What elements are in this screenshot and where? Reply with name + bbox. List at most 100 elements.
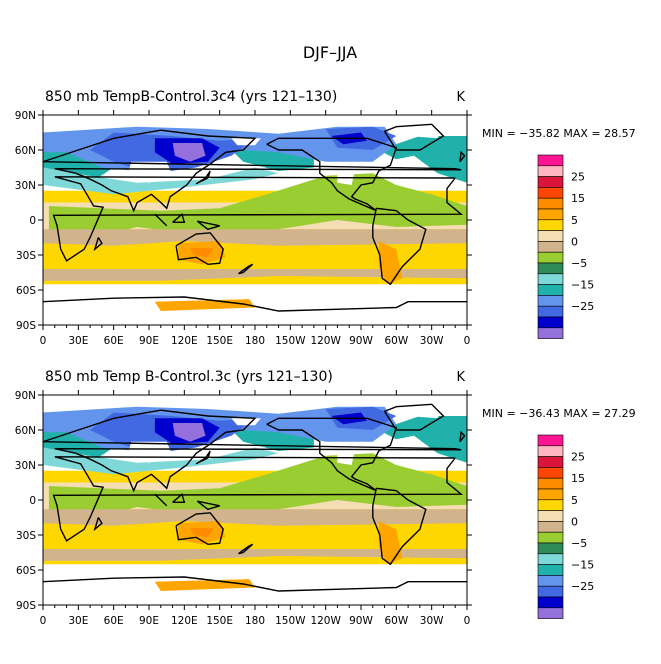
temperature-field	[43, 395, 467, 605]
colorbar-cell	[537, 585, 564, 598]
field-region-tan	[43, 509, 467, 526]
colorbar-label: 0	[571, 515, 578, 528]
colorbar-label: −25	[571, 300, 594, 313]
coastlines	[43, 403, 467, 592]
colorbar-cell	[537, 531, 564, 544]
x-tick-label: 150E	[206, 615, 233, 627]
x-tick-label: 90E	[139, 335, 159, 347]
colorbar-label: 15	[571, 192, 585, 205]
coastline	[372, 487, 427, 566]
field-region-cyan	[43, 447, 279, 475]
field-region-tan	[43, 229, 467, 246]
coastline	[195, 170, 211, 185]
min-max-label: MIN = −36.43 MAX = 27.29	[482, 407, 636, 420]
colorbar-label: 25	[571, 171, 585, 184]
x-tick-label: 0	[40, 335, 47, 347]
x-tick-label: 0	[464, 335, 471, 347]
colorbar-cell	[537, 305, 564, 318]
colorbar-cell	[537, 510, 564, 522]
colorbar-cell	[537, 596, 564, 609]
colorbar-cell	[537, 575, 564, 587]
panel-title: 850 mb TempB-Control.3c4 (yrs 121–130)	[45, 89, 337, 105]
x-tick-label: 120E	[171, 335, 198, 347]
x-tick-label: 120W	[310, 615, 341, 627]
colorbar-cell	[537, 154, 564, 167]
coastline	[195, 450, 211, 465]
coastline	[52, 456, 464, 542]
x-tick-label: 30E	[68, 615, 88, 627]
field-region-teal	[378, 136, 467, 183]
coastline	[172, 212, 186, 224]
coastlines	[43, 123, 467, 312]
x-tick-label: 30W	[420, 615, 444, 627]
colorbar-cell	[537, 564, 564, 576]
colorbar-label: −15	[571, 559, 594, 572]
y-tick-label: 60S	[16, 565, 36, 577]
y-tick-label: 30S	[16, 530, 36, 542]
colorbar-cell	[537, 434, 564, 447]
x-tick-label: 90W	[349, 335, 373, 347]
x-tick-label: 150W	[275, 615, 306, 627]
coastline	[43, 576, 467, 592]
x-tick-label: 0	[40, 615, 47, 627]
x-tick-label: 180	[245, 615, 265, 627]
colorbar-cell	[537, 327, 564, 339]
coastline	[372, 207, 427, 286]
colorbar-label: −5	[571, 537, 587, 550]
colorbar-cell	[537, 521, 564, 533]
field-region-tan	[43, 549, 467, 561]
colorbar-cell	[537, 499, 564, 511]
colorbar-label: 25	[571, 451, 585, 464]
colorbar-cell	[537, 187, 564, 199]
colorbar-label: 15	[571, 472, 585, 485]
x-tick-label: 150W	[275, 335, 306, 347]
field-region-white	[402, 404, 444, 419]
x-tick-label: 60W	[384, 335, 408, 347]
coastline	[266, 137, 398, 212]
map-panel-2: 850 mb Temp B-Control.3c (yrs 121–130) K 0…	[15, 369, 636, 627]
y-tick-label: 90N	[15, 110, 36, 122]
coastline	[383, 123, 445, 151]
field-region-cyan	[43, 167, 279, 195]
colorbar-cell	[537, 230, 564, 242]
x-tick-label: 90W	[349, 615, 373, 627]
x-tick-label: 60W	[384, 615, 408, 627]
field-region-white	[337, 447, 356, 465]
colorbar-cell	[537, 553, 564, 565]
map-panel-1: 850 mb TempB-Control.3c4 (yrs 121–130) K 0…	[15, 89, 636, 347]
colorbar-cell	[537, 456, 564, 468]
colorbar-cell	[537, 251, 564, 264]
y-tick-label: 30N	[15, 460, 36, 472]
colorbar-label: 5	[571, 494, 578, 507]
colorbar-label: 5	[571, 214, 578, 227]
colorbar-cell	[537, 165, 564, 177]
y-tick-label: 30S	[16, 250, 36, 262]
coastline	[175, 232, 224, 266]
y-tick-label: 0	[29, 495, 36, 507]
colorbar-cell	[537, 542, 564, 555]
coastline	[238, 263, 254, 275]
colorbar-cell	[537, 241, 564, 253]
coastline	[172, 492, 186, 503]
coastline	[43, 296, 467, 312]
field-region-green	[48, 453, 467, 519]
coastline	[383, 403, 445, 431]
coastline	[154, 493, 168, 507]
coastline	[52, 176, 464, 262]
coastline	[93, 517, 103, 532]
y-tick-label: 0	[29, 215, 36, 227]
coastline	[266, 417, 398, 492]
colorbar-cell	[537, 477, 564, 490]
colorbar-cell	[537, 219, 564, 231]
field-region-orange	[378, 241, 403, 285]
temperature-field	[43, 115, 467, 325]
coastline	[238, 543, 254, 555]
colorbar-cell	[537, 488, 564, 501]
coastline	[154, 213, 168, 227]
x-tick-label: 30W	[420, 335, 444, 347]
field-polar-mask	[43, 587, 467, 605]
x-tick-label: 150E	[206, 335, 233, 347]
colorbar-cell	[537, 316, 564, 329]
